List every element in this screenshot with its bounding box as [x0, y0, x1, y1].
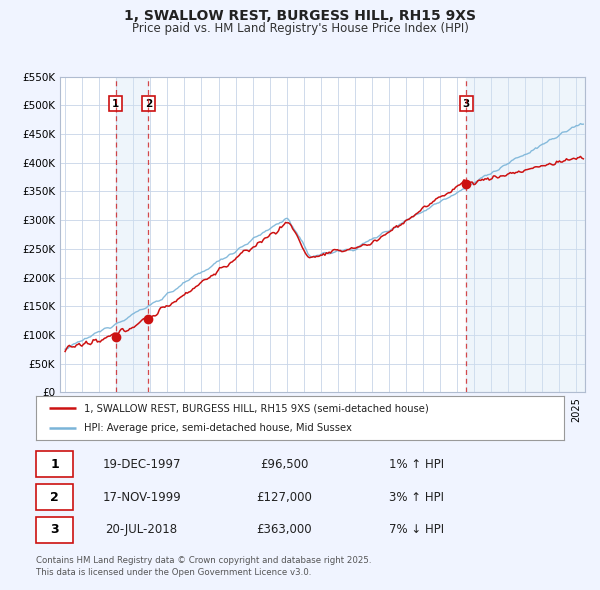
Text: 17-NOV-1999: 17-NOV-1999	[102, 490, 181, 504]
Text: 19-DEC-1997: 19-DEC-1997	[103, 458, 181, 471]
Bar	[466, 77, 585, 392]
Text: 3% ↑ HPI: 3% ↑ HPI	[389, 490, 443, 504]
Text: 1: 1	[50, 458, 59, 471]
Text: 2: 2	[145, 99, 152, 109]
Text: 3: 3	[50, 523, 59, 536]
Text: £96,500: £96,500	[260, 458, 308, 471]
Text: £363,000: £363,000	[256, 523, 312, 536]
Text: 1: 1	[112, 99, 119, 109]
Text: £127,000: £127,000	[256, 490, 312, 504]
Text: Price paid vs. HM Land Registry's House Price Index (HPI): Price paid vs. HM Land Registry's House …	[131, 22, 469, 35]
Text: 7% ↓ HPI: 7% ↓ HPI	[389, 523, 444, 536]
Text: HPI: Average price, semi-detached house, Mid Sussex: HPI: Average price, semi-detached house,…	[83, 423, 352, 433]
Text: 20-JUL-2018: 20-JUL-2018	[106, 523, 178, 536]
FancyBboxPatch shape	[36, 451, 73, 477]
Text: Contains HM Land Registry data © Crown copyright and database right 2025.
This d: Contains HM Land Registry data © Crown c…	[36, 556, 371, 576]
Bar	[116, 77, 148, 392]
FancyBboxPatch shape	[36, 484, 73, 510]
Text: 1% ↑ HPI: 1% ↑ HPI	[389, 458, 444, 471]
Text: 3: 3	[463, 99, 470, 109]
Text: 1, SWALLOW REST, BURGESS HILL, RH15 9XS: 1, SWALLOW REST, BURGESS HILL, RH15 9XS	[124, 9, 476, 24]
Text: 2: 2	[50, 490, 59, 504]
Text: 1, SWALLOW REST, BURGESS HILL, RH15 9XS (semi-detached house): 1, SWALLOW REST, BURGESS HILL, RH15 9XS …	[83, 403, 428, 413]
FancyBboxPatch shape	[36, 517, 73, 543]
